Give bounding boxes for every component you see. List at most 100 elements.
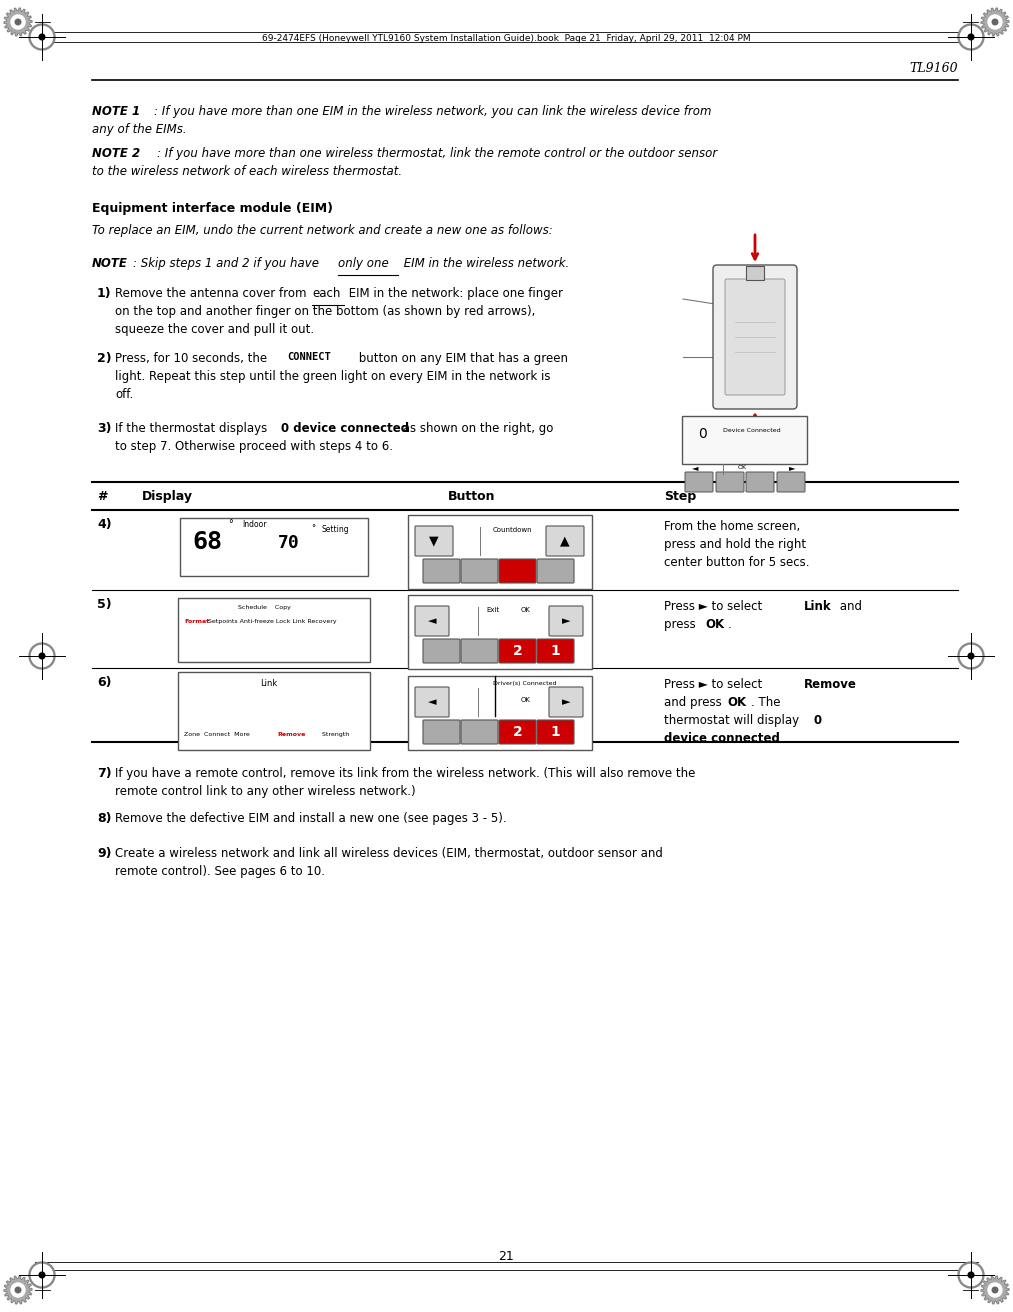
- Circle shape: [960, 1265, 982, 1286]
- FancyBboxPatch shape: [423, 720, 460, 744]
- Circle shape: [40, 34, 45, 39]
- Text: light. Repeat this step until the green light on every EIM in the network is: light. Repeat this step until the green …: [115, 370, 550, 383]
- Circle shape: [988, 1283, 1002, 1298]
- Text: 7): 7): [97, 768, 111, 781]
- Text: Strength: Strength: [318, 732, 349, 736]
- Text: To replace an EIM, undo the current network and create a new one as follows:: To replace an EIM, undo the current netw…: [92, 224, 553, 237]
- Text: .: .: [728, 618, 731, 631]
- Text: 6): 6): [97, 676, 111, 689]
- Text: 2: 2: [513, 726, 523, 739]
- Circle shape: [992, 20, 998, 25]
- Circle shape: [992, 1287, 998, 1292]
- Text: and press: and press: [664, 695, 725, 708]
- Circle shape: [31, 646, 53, 666]
- Text: OK: OK: [521, 697, 531, 703]
- Text: 0: 0: [814, 714, 823, 727]
- Text: Create a wireless network and link all wireless devices (EIM, thermostat, outdoo: Create a wireless network and link all w…: [115, 848, 663, 859]
- Text: 3): 3): [97, 422, 111, 436]
- Text: to the wireless network of each wireless thermostat.: to the wireless network of each wireless…: [92, 165, 402, 178]
- Bar: [408, 596, 592, 669]
- Text: EIM in the network: place one finger: EIM in the network: place one finger: [345, 287, 563, 300]
- FancyBboxPatch shape: [415, 526, 453, 556]
- Text: TL9160: TL9160: [910, 62, 958, 75]
- Text: ►: ►: [562, 697, 570, 707]
- Text: Indoor: Indoor: [242, 520, 266, 529]
- Polygon shape: [4, 1277, 32, 1304]
- Text: Setpoints Anti-freeze Lock Link Recovery: Setpoints Anti-freeze Lock Link Recovery: [206, 618, 336, 623]
- Circle shape: [15, 1287, 21, 1292]
- FancyBboxPatch shape: [546, 526, 585, 556]
- Text: press and hold the right: press and hold the right: [664, 538, 806, 551]
- Text: 68: 68: [192, 530, 222, 554]
- Text: remote control). See pages 6 to 10.: remote control). See pages 6 to 10.: [115, 865, 325, 878]
- Text: Press ► to select: Press ► to select: [664, 678, 766, 691]
- Text: 21: 21: [498, 1250, 515, 1263]
- Text: Remove: Remove: [277, 732, 305, 736]
- FancyBboxPatch shape: [499, 559, 536, 583]
- FancyBboxPatch shape: [537, 559, 574, 583]
- Text: If the thermostat displays: If the thermostat displays: [115, 422, 271, 436]
- Text: 2: 2: [513, 644, 523, 659]
- Text: Remove: Remove: [804, 678, 857, 691]
- Text: 4): 4): [97, 518, 111, 531]
- Text: Schedule    Copy: Schedule Copy: [238, 605, 291, 610]
- Circle shape: [11, 1283, 25, 1298]
- FancyBboxPatch shape: [746, 472, 774, 492]
- FancyBboxPatch shape: [499, 720, 536, 744]
- Text: remote control link to any other wireless network.): remote control link to any other wireles…: [115, 785, 415, 798]
- Text: ◄: ◄: [427, 617, 437, 626]
- Circle shape: [31, 26, 53, 47]
- Text: 2): 2): [97, 352, 111, 365]
- Bar: [180, 518, 368, 576]
- Circle shape: [958, 643, 984, 669]
- Bar: [683, 416, 807, 464]
- Bar: [746, 266, 764, 279]
- Text: Equipment interface module (EIM): Equipment interface module (EIM): [92, 202, 333, 215]
- Text: button on any EIM that has a green: button on any EIM that has a green: [355, 352, 568, 365]
- Text: 9): 9): [97, 848, 111, 859]
- Text: device connected: device connected: [664, 732, 780, 745]
- Text: Press ► to select: Press ► to select: [664, 600, 766, 613]
- Text: . The: . The: [751, 695, 780, 708]
- FancyBboxPatch shape: [461, 720, 498, 744]
- Text: center button for 5 secs.: center button for 5 secs.: [664, 556, 809, 569]
- Text: ▼: ▼: [430, 534, 439, 547]
- FancyBboxPatch shape: [777, 472, 805, 492]
- Text: Button: Button: [448, 489, 495, 502]
- Text: ◄: ◄: [692, 463, 698, 472]
- FancyBboxPatch shape: [537, 720, 574, 744]
- Text: NOTE: NOTE: [92, 257, 128, 270]
- Text: to step 7. Otherwise proceed with steps 4 to 6.: to step 7. Otherwise proceed with steps …: [115, 440, 393, 453]
- Text: °: °: [311, 525, 315, 534]
- Text: each: each: [312, 287, 340, 300]
- FancyBboxPatch shape: [549, 687, 583, 716]
- FancyBboxPatch shape: [725, 279, 785, 395]
- Polygon shape: [4, 8, 32, 35]
- Circle shape: [31, 1265, 53, 1286]
- Text: squeeze the cover and pull it out.: squeeze the cover and pull it out.: [115, 323, 314, 336]
- Bar: [408, 676, 592, 750]
- Bar: [408, 516, 592, 589]
- Text: Remove the defective EIM and install a new one (see pages 3 - 5).: Remove the defective EIM and install a n…: [115, 812, 506, 825]
- FancyBboxPatch shape: [423, 559, 460, 583]
- Text: as shown on the right, go: as shown on the right, go: [399, 422, 553, 436]
- Text: 5): 5): [97, 598, 111, 611]
- Text: only one: only one: [338, 257, 389, 270]
- FancyBboxPatch shape: [499, 639, 536, 663]
- Text: off.: off.: [115, 388, 134, 401]
- Polygon shape: [981, 8, 1009, 35]
- Text: CONNECT: CONNECT: [287, 352, 331, 362]
- FancyBboxPatch shape: [537, 639, 574, 663]
- Circle shape: [29, 24, 55, 50]
- Text: 1: 1: [551, 644, 560, 659]
- FancyBboxPatch shape: [461, 639, 498, 663]
- Text: Setting: Setting: [322, 525, 349, 534]
- Text: on the top and another finger on the bottom (as shown by red arrows),: on the top and another finger on the bot…: [115, 304, 536, 318]
- Text: ▲: ▲: [560, 534, 569, 547]
- FancyBboxPatch shape: [549, 606, 583, 636]
- Text: 0: 0: [698, 426, 707, 441]
- Circle shape: [40, 653, 45, 659]
- Text: OK: OK: [727, 695, 747, 708]
- Text: Press, for 10 seconds, the: Press, for 10 seconds, the: [115, 352, 270, 365]
- Text: NOTE 1: NOTE 1: [92, 105, 140, 118]
